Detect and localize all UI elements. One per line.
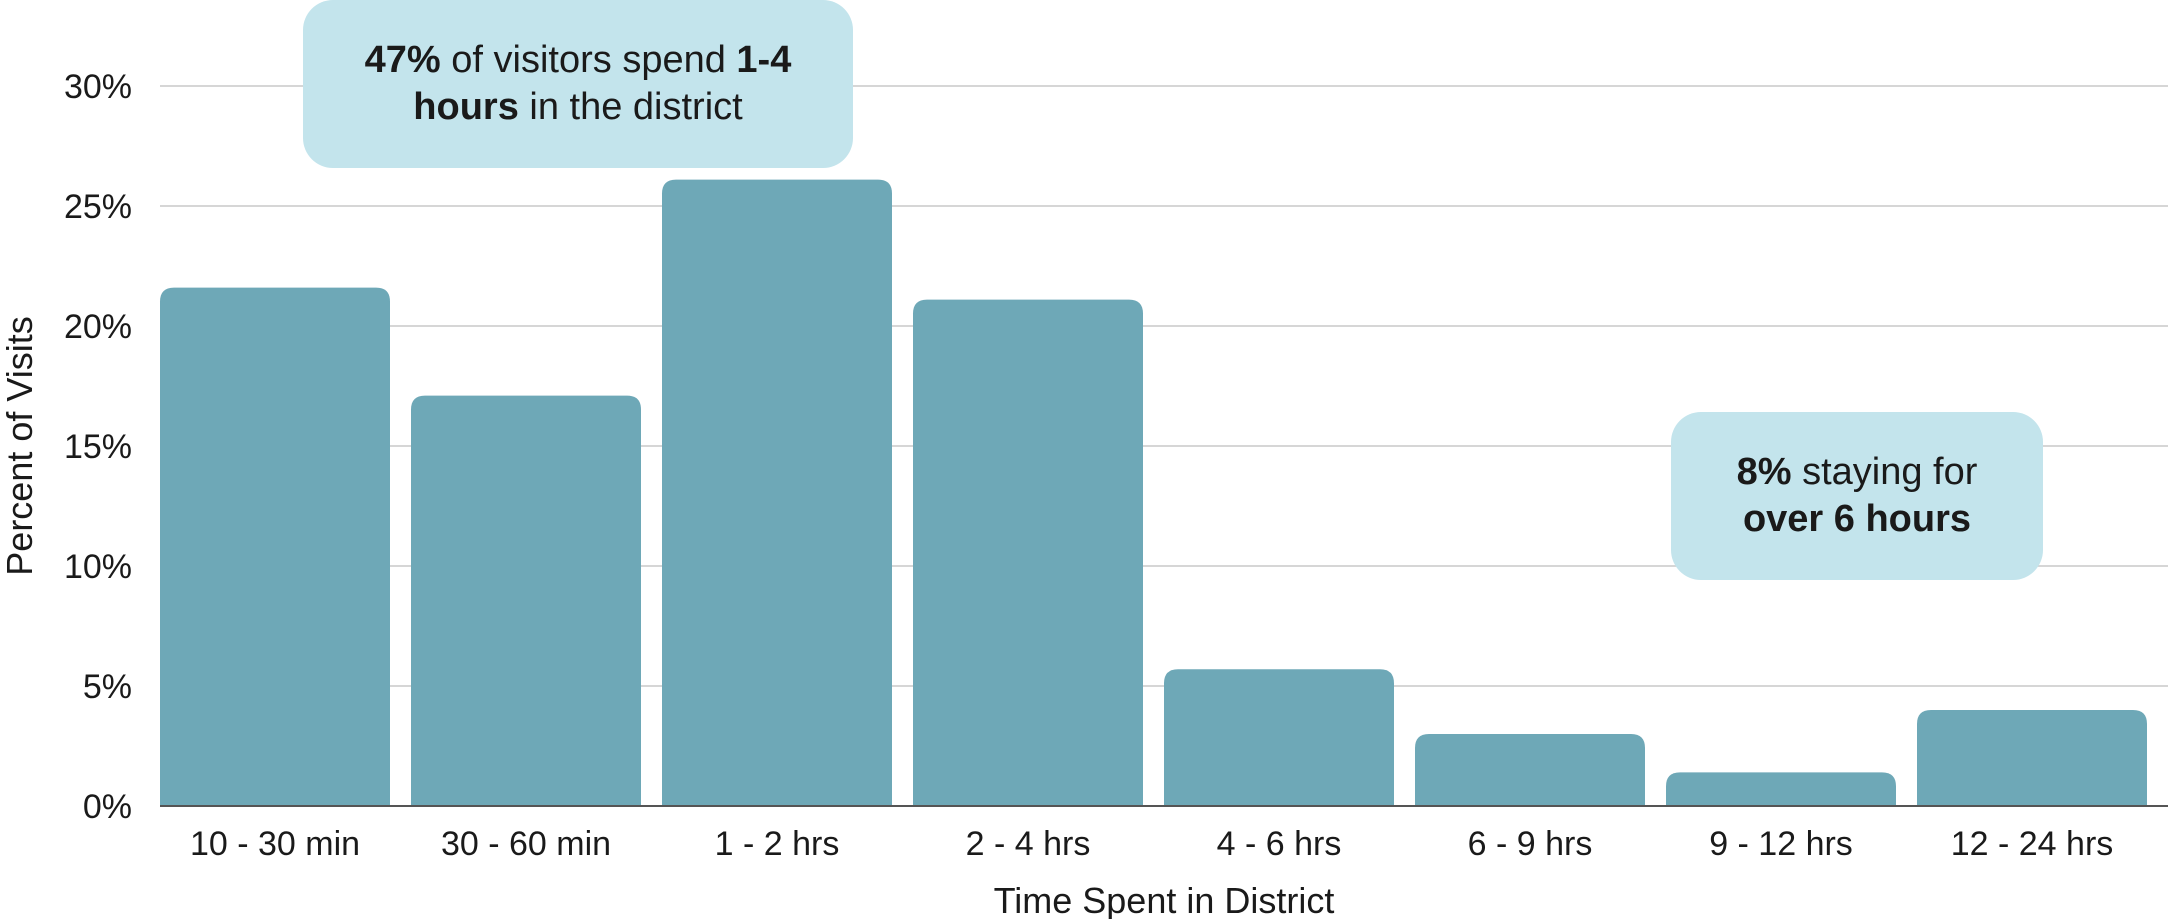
x-tick-label: 10 - 30 min [190, 825, 360, 863]
x-tick-label: 30 - 60 min [441, 825, 611, 863]
bar [1666, 772, 1896, 806]
y-tick-label: 20% [64, 308, 132, 346]
bar [160, 287, 390, 807]
x-tick-label: 2 - 4 hrs [966, 825, 1091, 863]
bar [913, 299, 1143, 806]
y-tick-labels: 0% 5% 10% 15% 20% 25% 30% [64, 68, 132, 826]
y-tick-label: 0% [83, 788, 132, 826]
callout-over-6-hours: 8% staying for over 6 hours [1671, 412, 2043, 580]
y-tick-label: 5% [83, 668, 132, 706]
x-tick-label: 1 - 2 hrs [715, 825, 840, 863]
x-tick-labels: 10 - 30 min 30 - 60 min 1 - 2 hrs 2 - 4 hrs… [190, 825, 2113, 863]
callout-segment: staying for [1791, 451, 1978, 493]
y-axis-title: Percent of Visits [0, 316, 40, 575]
callout-segment: in the district [518, 86, 743, 128]
callout-text: 47% of visitors spend 1-4 hours in the d… [327, 37, 829, 131]
y-tick-label: 30% [64, 68, 132, 106]
x-tick-label: 12 - 24 hrs [1951, 825, 2114, 863]
callout-text: 8% staying for over 6 hours [1695, 449, 2019, 543]
bar [662, 179, 892, 807]
callout-emphasis: 8% [1736, 451, 1792, 493]
callout-emphasis: over 6 hours [1742, 498, 1972, 540]
bar [1917, 710, 2147, 806]
callout-segment: of visitors spend [440, 39, 737, 81]
bars [160, 179, 2147, 807]
callout-1-4-hours: 47% of visitors spend 1-4 hours in the d… [303, 0, 853, 168]
callout-emphasis: 47% [364, 39, 441, 81]
x-axis-title: Time Spent in District [994, 880, 1335, 919]
bar [411, 395, 641, 806]
x-tick-label: 6 - 9 hrs [1468, 825, 1593, 863]
callout-emphasis: 1-4 hours [413, 39, 792, 128]
x-tick-label: 4 - 6 hrs [1217, 825, 1342, 863]
y-tick-label: 15% [64, 428, 132, 466]
bar [1415, 734, 1645, 806]
bar [1164, 669, 1394, 806]
y-tick-label: 10% [64, 548, 132, 586]
y-tick-label: 25% [64, 188, 132, 226]
x-tick-label: 9 - 12 hrs [1709, 825, 1853, 863]
